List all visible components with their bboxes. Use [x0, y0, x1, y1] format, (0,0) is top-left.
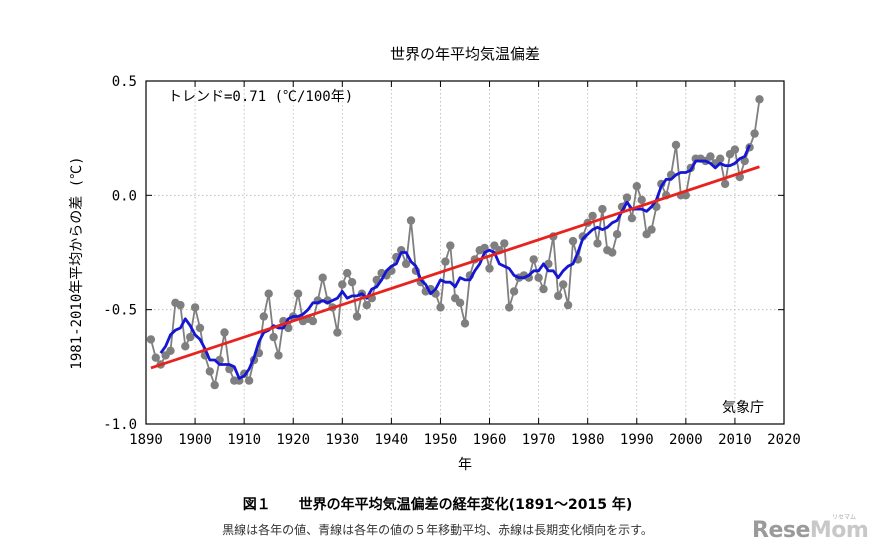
- annual-value-point: [563, 300, 573, 310]
- annual-value-point: [720, 179, 730, 189]
- chart-title: 世界の年平均気温偏差: [390, 45, 540, 63]
- x-tick-label: 2000: [669, 432, 703, 448]
- annual-value-point: [244, 376, 254, 385]
- annual-value-point: [293, 289, 303, 298]
- source-label: 気象庁: [722, 400, 764, 416]
- annual-value-point: [568, 236, 578, 246]
- annual-value-point: [333, 328, 342, 337]
- annual-value-point: [284, 323, 293, 333]
- annual-value-point: [151, 353, 160, 362]
- annual-value-point: [539, 284, 548, 294]
- annual-value-point: [612, 230, 622, 239]
- annual-value-point: [671, 140, 681, 150]
- y-tick-label: 0.0: [112, 188, 137, 204]
- annual-value-point: [637, 195, 646, 205]
- data-series: [146, 95, 764, 390]
- annual-value-point: [190, 303, 200, 312]
- annual-value-point: [730, 145, 740, 154]
- annual-value-point: [627, 214, 637, 223]
- annual-value-point: [755, 95, 764, 104]
- x-tick-label: 1910: [227, 432, 261, 448]
- annual-value-point: [529, 255, 538, 264]
- trend-line: [150, 165, 760, 370]
- x-axis-label: 年: [458, 457, 472, 473]
- annual-value-point: [593, 239, 602, 248]
- annual-values-line: [150, 99, 761, 389]
- annual-value-point: [500, 239, 509, 248]
- x-tick-label: 1970: [522, 432, 556, 448]
- x-tick-label: 1940: [375, 432, 409, 448]
- resemom-logo: ReseMom: [752, 518, 869, 543]
- gridlines: [146, 81, 784, 424]
- x-tick-label: 1920: [276, 432, 310, 448]
- figure-caption-note: 黒線は各年の値、青線は各年の値の５年移動平均、赤線は長期変化傾向を示す。: [222, 523, 653, 537]
- annual-value-point: [647, 225, 656, 234]
- y-tick-label: -0.5: [103, 303, 137, 319]
- annual-value-point: [269, 332, 278, 342]
- annual-value-point: [505, 303, 514, 312]
- annual-value-point: [559, 280, 568, 289]
- annual-value-point: [534, 273, 543, 282]
- annual-value-point: [166, 346, 175, 355]
- annual-value-point: [338, 280, 347, 289]
- annual-value-point: [186, 332, 195, 342]
- annual-value-point: [318, 273, 327, 282]
- logo-text-main: Rese: [752, 518, 810, 543]
- annual-value-point: [205, 367, 214, 376]
- annual-value-point: [274, 351, 283, 360]
- annual-value-point: [195, 323, 205, 333]
- annual-value-point: [716, 154, 725, 163]
- annual-value-point: [259, 312, 268, 321]
- annual-value-point: [362, 300, 371, 310]
- annual-value-point: [632, 182, 641, 191]
- annual-value-point: [401, 259, 411, 269]
- annual-value-point: [436, 303, 445, 312]
- plot-frame: [145, 80, 785, 425]
- annual-value-point: [210, 380, 219, 390]
- annual-value-point: [308, 316, 318, 326]
- annual-value-point: [455, 298, 465, 307]
- x-tick-label: 1960: [473, 432, 507, 448]
- annual-value-point: [146, 335, 156, 344]
- x-tick-label: 1930: [325, 432, 359, 448]
- annual-value-point: [347, 278, 357, 287]
- annual-value-point: [352, 312, 362, 321]
- annual-value-point: [406, 216, 416, 225]
- x-tick-label: 1990: [620, 432, 654, 448]
- moving-average-line: [159, 144, 751, 380]
- annual-value-point: [588, 211, 597, 221]
- annual-value-point: [608, 248, 617, 257]
- annual-value-point: [460, 319, 470, 328]
- x-tick-label: 1980: [571, 432, 605, 448]
- annual-value-point: [554, 291, 563, 301]
- x-tick-label: 2010: [718, 432, 752, 448]
- logo-text-accent: Mom: [809, 518, 869, 543]
- annual-value-point: [446, 241, 455, 250]
- x-tick-label: 1890: [129, 432, 163, 448]
- annual-value-point: [441, 257, 450, 266]
- annual-value-point: [622, 193, 632, 202]
- annual-value-point: [485, 264, 494, 273]
- y-tick-label: 0.5: [112, 74, 137, 90]
- annual-value-point: [264, 289, 273, 298]
- y-tick-label: -1.0: [103, 417, 137, 433]
- annual-value-point: [220, 328, 229, 337]
- temperature-anomaly-chart: 世界の年平均気温偏差 -1.0 -0.5 0.0 0.5 1890 1900 1910 19…: [69, 45, 801, 473]
- x-tick-label: 1900: [178, 432, 212, 448]
- x-axis-ticks: 1890 1900 1910 1920 1930 1940 1950 1960 1970 1980…: [129, 81, 801, 448]
- annual-value-point: [750, 129, 759, 138]
- y-axis-ticks: -1.0 -0.5 0.0 0.5: [103, 74, 784, 433]
- trend-annotation: トレンド=0.71 (℃/100年): [168, 89, 353, 105]
- figure-caption-title: 図１ 世界の年平均気温偏差の経年変化(1891～2015 年): [242, 497, 633, 513]
- annual-value-point: [509, 287, 519, 296]
- logo-subtext: リセマム: [832, 514, 857, 521]
- y-axis-label: 1981-2010年平均からの差 (℃): [69, 156, 85, 369]
- x-tick-label: 2020: [767, 432, 801, 448]
- annual-value-point: [181, 342, 190, 351]
- x-tick-label: 1950: [424, 432, 458, 448]
- annual-value-point: [343, 268, 352, 278]
- annual-value-point: [176, 300, 185, 310]
- annual-value-point: [598, 204, 607, 214]
- annual-value-point: [706, 152, 715, 161]
